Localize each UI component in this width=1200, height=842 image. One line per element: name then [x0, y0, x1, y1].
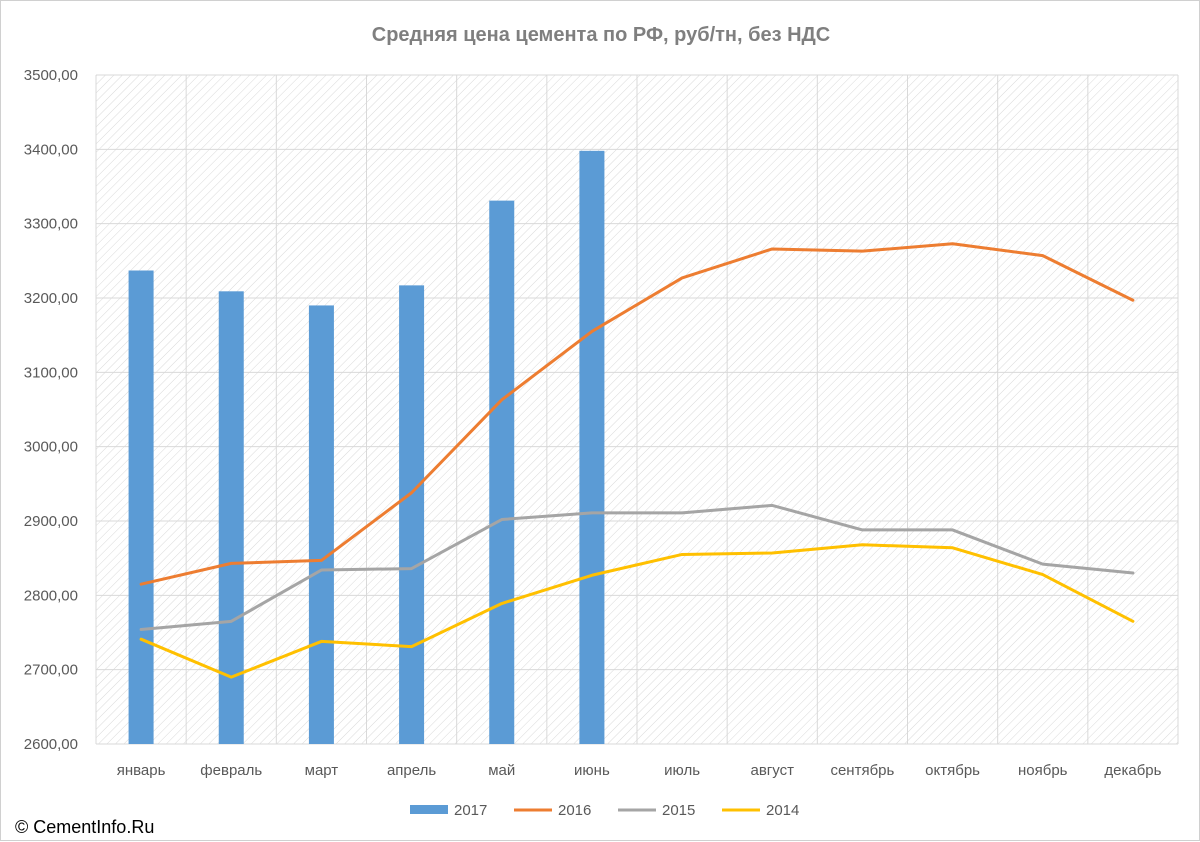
bars-2017: [128, 150, 605, 744]
x-tick-label: май: [488, 762, 515, 779]
x-tick-label: август: [751, 762, 795, 779]
legend-swatch: [410, 805, 448, 814]
x-tick-label: октябрь: [925, 762, 980, 779]
legend-label: 2016: [558, 802, 591, 819]
bar-2017: [218, 291, 244, 744]
y-axis-ticks: 2600,00 2700,00 2800,00 2900,00 3000,00 3100,…: [24, 67, 78, 753]
line-2015: [139, 503, 1135, 632]
y-tick-label: 3200,00: [24, 290, 78, 307]
series-lines: [139, 242, 1135, 679]
y-tick-label: 3400,00: [24, 141, 78, 158]
legend-item-2017: 2017: [410, 802, 487, 819]
x-tick-label: сентябрь: [830, 762, 894, 779]
x-tick-label: январь: [117, 762, 166, 779]
x-tick-label: декабрь: [1104, 762, 1161, 779]
x-tick-label: ноябрь: [1018, 762, 1068, 779]
x-axis-ticks: январь февраль март апрель май июнь июль август…: [117, 762, 1162, 779]
legend-item-2015: 2015: [618, 802, 695, 819]
y-tick-label: 3500,00: [24, 67, 78, 84]
x-tick-label: июль: [664, 762, 700, 779]
y-tick-label: 3100,00: [24, 364, 78, 381]
legend: 2017 2016 2015 2014: [410, 802, 799, 819]
y-tick-label: 2700,00: [24, 662, 78, 679]
y-tick-label: 3000,00: [24, 439, 78, 456]
bar-2017: [579, 150, 605, 744]
legend-item-2014: 2014: [722, 802, 799, 819]
legend-item-2016: 2016: [514, 802, 591, 819]
legend-label: 2014: [766, 802, 799, 819]
source-credit: © CementInfo.Ru: [15, 817, 154, 837]
x-tick-label: февраль: [200, 762, 262, 779]
y-tick-label: 2600,00: [24, 736, 78, 753]
line-2014: [139, 543, 1135, 679]
x-tick-label: июнь: [574, 762, 610, 779]
bar-2017: [128, 270, 154, 744]
line-2016: [139, 242, 1135, 586]
x-tick-label: апрель: [387, 762, 436, 779]
y-tick-label: 3300,00: [24, 216, 78, 233]
bar-2017: [399, 285, 425, 744]
bar-2017: [308, 305, 334, 744]
x-tick-label: март: [305, 762, 339, 779]
y-tick-label: 2800,00: [24, 587, 78, 604]
bar-2017: [489, 200, 515, 744]
legend-label: 2015: [662, 802, 695, 819]
legend-label: 2017: [454, 802, 487, 819]
chart-title: Средняя цена цемента по РФ, руб/тн, без …: [372, 24, 830, 46]
y-tick-label: 2900,00: [24, 513, 78, 530]
